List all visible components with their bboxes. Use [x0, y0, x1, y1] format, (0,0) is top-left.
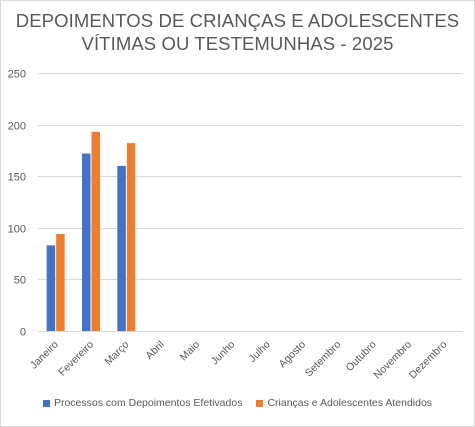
- x-tick-label: Julho: [247, 339, 273, 365]
- legend-item-series-2: Crianças e Adolescentes Atendidos: [256, 397, 432, 409]
- x-tick-label: Dezembro: [407, 339, 450, 382]
- x-tick-label: Agosto: [277, 339, 309, 371]
- chart-title-line-1: DEPOIMENTOS DE CRIANÇAS E ADOLESCENTES: [15, 10, 460, 31]
- y-tick-label: 200: [8, 121, 26, 133]
- x-tick-label: Maio: [178, 339, 203, 364]
- chart-legend: Processos com Depoimentos Efetivados Cri…: [0, 397, 475, 409]
- legend-label-series-1: Processos com Depoimentos Efetivados: [53, 397, 243, 409]
- bar-series-1: [82, 153, 91, 331]
- y-tick-label: 100: [8, 224, 26, 236]
- chart-title: DEPOIMENTOS DE CRIANÇAS E ADOLESCENTES V…: [0, 9, 475, 55]
- x-tick-label: Março: [102, 339, 131, 368]
- legend-swatch-series-1: [42, 399, 50, 407]
- x-tick-label: Junho: [209, 339, 238, 368]
- legend-label-series-2: Crianças e Adolescentes Atendidos: [267, 397, 433, 409]
- x-tick-label: Fevereiro: [56, 339, 96, 379]
- legend-item-series-1: Processos com Depoimentos Efetivados: [42, 397, 243, 409]
- legend-swatch-series-2: [256, 399, 264, 407]
- bar-series-2: [56, 233, 65, 331]
- y-tick-label: 150: [8, 172, 26, 184]
- y-tick-label: 50: [14, 275, 26, 287]
- bar-series-2: [126, 143, 136, 331]
- x-tick-label: Outubro: [343, 339, 378, 374]
- bar-series-1: [46, 245, 56, 331]
- x-tick-label: Janeiro: [28, 339, 61, 372]
- x-tick-label: Abril: [143, 339, 166, 362]
- chart-title-line-2: VÍTIMAS OU TESTEMUNHAS - 2025: [81, 33, 394, 54]
- bar-series-2: [91, 131, 100, 331]
- y-tick-label: 250: [8, 69, 26, 81]
- y-tick-label: 0: [20, 327, 26, 339]
- bar-series-1: [117, 165, 126, 331]
- x-tick-label: Setembro: [303, 339, 344, 380]
